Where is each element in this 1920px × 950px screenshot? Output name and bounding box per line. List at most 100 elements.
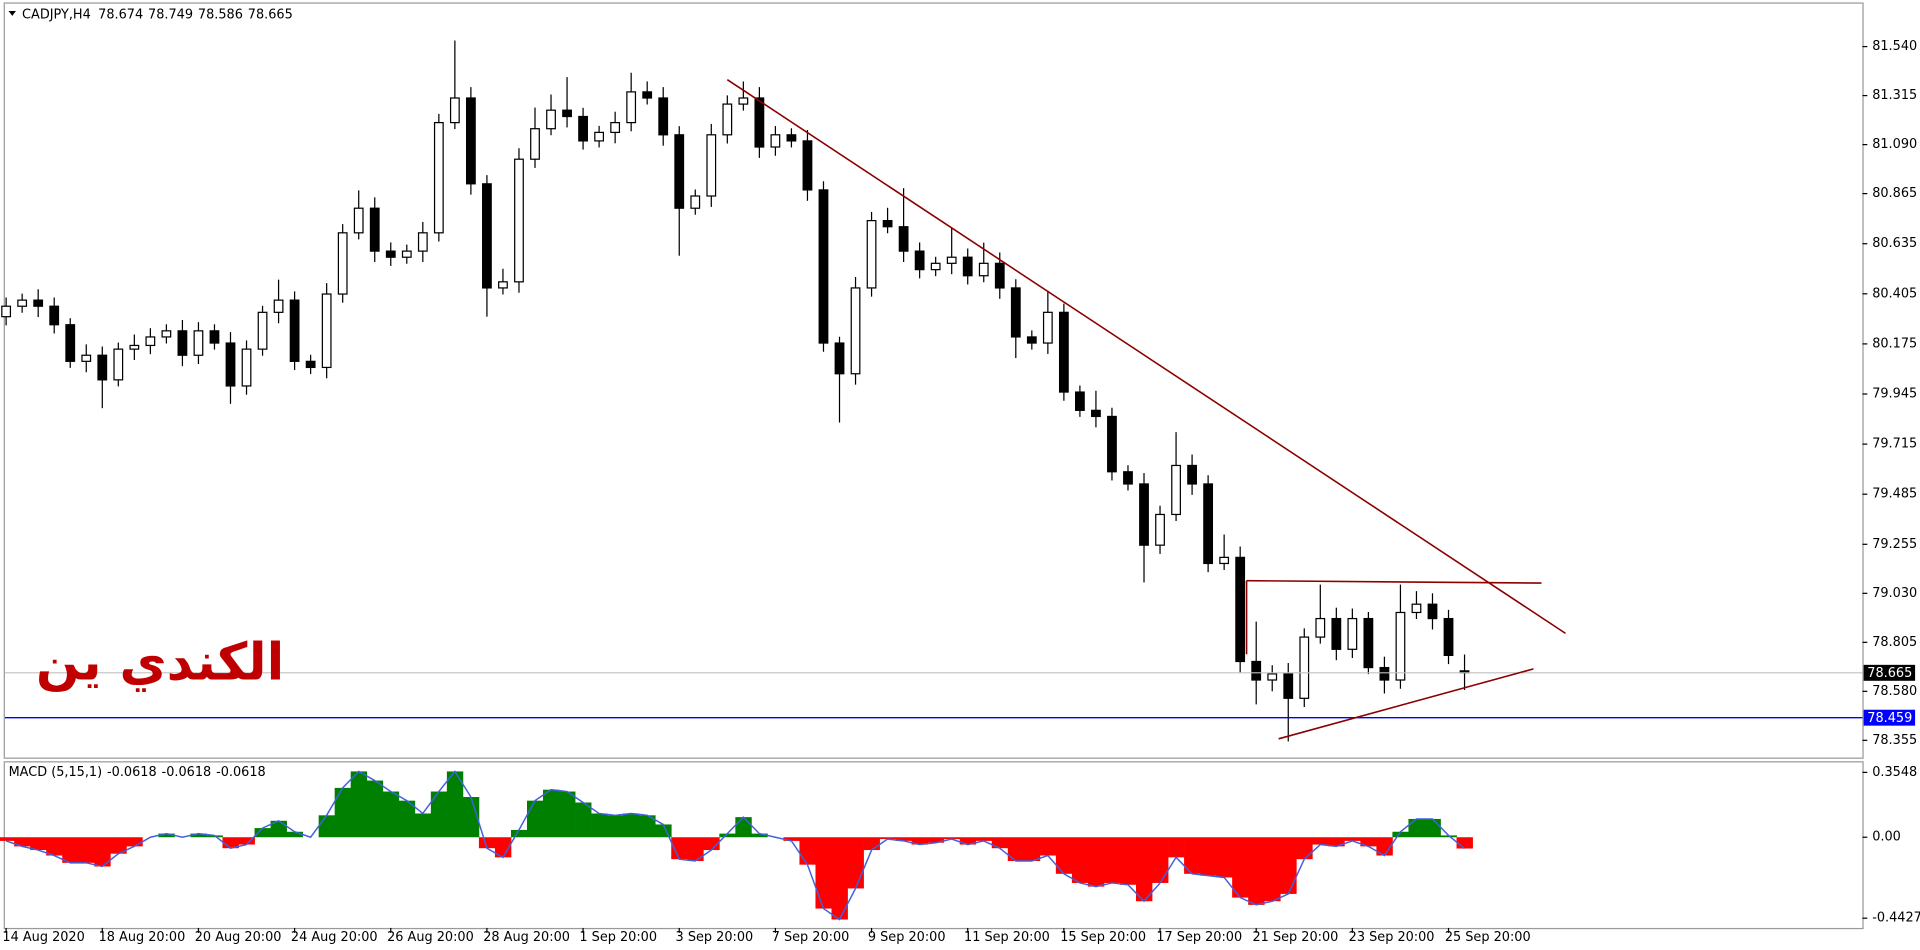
y-tick-label: 79.030 — [1872, 586, 1917, 601]
candle-body — [978, 262, 989, 277]
candle-body — [65, 324, 76, 362]
macd-value: -0.0618 — [162, 765, 212, 780]
y-tick-label: 79.945 — [1872, 387, 1917, 402]
macd-bar — [478, 837, 496, 849]
macd-bar — [991, 837, 1009, 849]
candle-body — [1331, 617, 1342, 650]
candle-body — [690, 195, 701, 209]
candle-body — [962, 256, 973, 277]
macd-bar — [1216, 837, 1233, 878]
candle-body — [1171, 464, 1181, 516]
y-tick-label: 81.090 — [1872, 137, 1917, 152]
candle-body — [241, 348, 252, 387]
macd-bar — [623, 813, 640, 838]
y-tick-label: 80.865 — [1872, 186, 1917, 201]
candle-body — [449, 97, 460, 124]
candle-body — [850, 287, 861, 375]
macd-bar — [1039, 837, 1057, 856]
macd-bar — [1007, 837, 1025, 862]
macd-bar — [975, 837, 993, 841]
candle-body — [433, 121, 444, 234]
y-tick-label: 78.805 — [1872, 635, 1917, 650]
macd-bar — [1184, 837, 1201, 874]
macd-bar — [286, 831, 303, 838]
candle-body — [610, 121, 621, 134]
macd-bar — [639, 815, 656, 838]
macd-bar — [1424, 818, 1441, 838]
candle-body — [145, 336, 156, 347]
macd-bar — [430, 791, 448, 838]
macd-bar — [94, 837, 111, 867]
trendline — [726, 79, 1566, 635]
y-tick-label: 80.175 — [1872, 336, 1917, 351]
candle-body — [514, 158, 524, 283]
candle-body — [321, 293, 332, 369]
candle-body — [930, 262, 941, 271]
candle-body — [754, 97, 765, 148]
macd-bar — [943, 837, 961, 840]
macd-bar — [783, 837, 800, 841]
macd-bar — [1408, 818, 1425, 838]
candle-body — [482, 183, 492, 289]
macd-bar — [14, 837, 31, 847]
candle-body — [177, 330, 188, 356]
candle-body — [818, 189, 829, 344]
candle-body — [882, 220, 893, 228]
macd-bar — [78, 837, 95, 863]
macd-bar — [254, 828, 271, 838]
candle-body — [113, 348, 124, 381]
macd-bar — [62, 837, 79, 863]
y-tick-label: 79.485 — [1872, 487, 1917, 502]
y-tick-label: 81.540 — [1872, 39, 1917, 54]
candle-body — [770, 134, 781, 148]
macd-bar — [334, 787, 352, 838]
macd-bar — [382, 791, 400, 838]
macd-bar — [1119, 837, 1137, 885]
y-tick-label: 80.405 — [1872, 286, 1917, 301]
candle-body — [49, 305, 60, 326]
x-tick-label: 3 Sep 20:00 — [676, 930, 754, 945]
candle-body — [738, 97, 749, 105]
macd-bar — [607, 815, 624, 838]
macd-bar — [494, 837, 512, 858]
macd-bar — [126, 837, 143, 847]
x-tick-label: 11 Sep 20:00 — [964, 930, 1050, 945]
menu-triangle — [8, 11, 16, 16]
x-tick-label: 7 Sep 20:00 — [772, 930, 850, 945]
candle-body — [209, 330, 220, 344]
macd-bar — [222, 837, 239, 849]
y-tick-label: 80.635 — [1872, 236, 1917, 251]
candle-body — [866, 220, 877, 289]
macd-bar — [1103, 837, 1121, 883]
macd-bar — [927, 837, 945, 843]
high-value: 78.749 — [148, 7, 193, 22]
x-tick-label: 21 Sep 20:00 — [1253, 930, 1339, 945]
macd-bar — [366, 780, 384, 838]
macd-bar — [799, 837, 816, 865]
macd-bar — [0, 837, 15, 841]
candle-body — [305, 360, 316, 369]
candle-body — [898, 226, 909, 252]
y-tick-label: 79.255 — [1872, 537, 1917, 552]
x-tick-label: 28 Aug 20:00 — [483, 930, 570, 945]
macd-bar — [1248, 837, 1265, 905]
candle-body — [1187, 464, 1197, 485]
macd-bar — [847, 837, 864, 889]
candle-body — [786, 134, 797, 142]
candle-body — [1347, 617, 1358, 650]
candle-body — [1091, 409, 1101, 418]
y-tick-label: 0.3548 — [1872, 765, 1917, 780]
macd-bar — [719, 833, 736, 838]
macd-bar — [1152, 837, 1169, 883]
candle-body — [834, 342, 845, 375]
macd-bar — [158, 833, 175, 838]
macd-bar — [959, 837, 977, 845]
y-tick-label: 78.355 — [1872, 733, 1917, 748]
candle-body — [674, 134, 685, 209]
candle-body — [594, 131, 605, 142]
macd-value: -0.0618 — [216, 765, 266, 780]
macd-bar — [350, 771, 368, 838]
price-header: CADJPY,H4 78.674 78.749 78.586 78.665 — [22, 7, 293, 22]
